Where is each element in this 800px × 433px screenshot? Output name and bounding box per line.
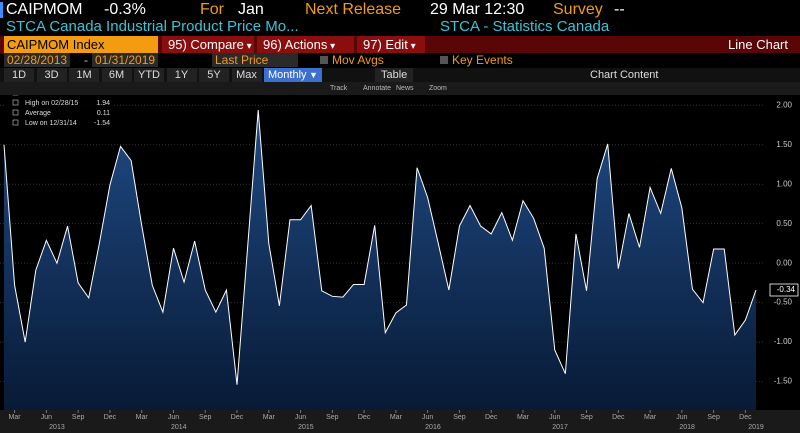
range-button[interactable]: 1M <box>69 68 99 82</box>
tool-bar <box>0 82 800 95</box>
for-label: For <box>200 1 224 18</box>
start-date[interactable]: 02/28/2013 <box>4 53 71 67</box>
change: -0.3% <box>104 1 146 18</box>
cursor <box>0 2 3 18</box>
year-label: 2019 <box>748 424 764 431</box>
range-button[interactable]: 1Y <box>166 68 197 82</box>
x-tick-label: Dec <box>739 414 752 421</box>
y-tick-label: 1.50 <box>776 140 792 149</box>
x-tick-label: Jun <box>549 414 560 421</box>
x-tick-label: Jun <box>168 414 179 421</box>
compare-button[interactable]: 95) Compare <box>162 36 254 53</box>
range-button[interactable]: 6M <box>101 68 132 82</box>
x-tick-label: Jun <box>41 414 52 421</box>
x-tick-label: Mar <box>136 414 149 421</box>
x-tick-label: Sep <box>199 414 212 421</box>
release-date: 29 Mar 12:30 <box>430 1 525 18</box>
y-tick-label: -0.50 <box>774 298 793 307</box>
stats-label: High on 02/28/15 <box>25 100 78 107</box>
y-tick-label: 0.50 <box>776 219 792 228</box>
range-button[interactable]: YTD <box>134 68 164 82</box>
stats-label: Low on 12/31/14 <box>25 120 77 127</box>
stats-icon <box>12 119 19 126</box>
source: STCA - Statistics Canada <box>440 18 610 35</box>
view-label: Line Chart <box>728 37 788 52</box>
year-label: 2017 <box>552 424 568 431</box>
area <box>4 110 756 410</box>
range-button[interactable]: 1D <box>4 68 34 82</box>
survey-value: -- <box>614 1 625 18</box>
x-tick-label: Mar <box>390 414 403 421</box>
x-tick-label: Dec <box>485 414 498 421</box>
x-tick-label: Mar <box>517 414 530 421</box>
description: STCA Canada Industrial Product Price Mo.… <box>6 18 299 35</box>
y-tick-label: 2.00 <box>776 100 792 109</box>
tool-button[interactable]: Annotate <box>363 85 392 92</box>
x-tick-label: Sep <box>453 414 466 421</box>
stats-value: 0.11 <box>97 110 110 117</box>
table-button[interactable]: Table <box>375 68 414 82</box>
x-tick-label: Mar <box>644 414 657 421</box>
x-tick-label: Sep <box>707 414 720 421</box>
x-tick-label: Mar <box>9 414 22 421</box>
y-tick-label: -1.00 <box>774 337 793 346</box>
line <box>3 109 757 385</box>
year-label: 2018 <box>679 424 695 431</box>
x-tick-label: Dec <box>231 414 244 421</box>
x-tick-label: Jun <box>295 414 306 421</box>
y-tick-label: 1.00 <box>776 179 792 188</box>
stats-icon <box>12 99 19 106</box>
chart-content[interactable]: Chart Content <box>590 69 659 81</box>
key-events[interactable]: Key Events <box>438 53 513 67</box>
mov-avgs[interactable]: Mov Avgs <box>318 53 384 67</box>
end-date[interactable]: 01/31/2019 <box>92 53 159 67</box>
x-tick-label: Jun <box>676 414 687 421</box>
year-label: 2014 <box>171 424 187 431</box>
tool-button[interactable]: Zoom <box>429 85 447 92</box>
tool-button[interactable]: Track <box>330 85 348 92</box>
x-tick-label: Dec <box>104 414 117 421</box>
release-label: Next Release <box>305 1 402 18</box>
y-tick-label: 0.00 <box>776 258 792 267</box>
range-button[interactable]: 5Y <box>199 68 229 82</box>
ticker: CAIPMOM <box>6 1 83 18</box>
x-tick-label: Dec <box>612 414 625 421</box>
tool-button[interactable]: News <box>396 85 414 92</box>
x-tick-label: Sep <box>72 414 85 421</box>
year-label: 2013 <box>49 424 65 431</box>
stats-value: -1.54 <box>94 120 110 127</box>
survey-label: Survey <box>553 1 603 18</box>
year-label: 2015 <box>298 424 314 431</box>
edit-button[interactable]: 97) Edit <box>357 36 425 53</box>
date-dash: - <box>84 53 88 67</box>
x-tick-label: Mar <box>263 414 276 421</box>
y-tick-label: -1.50 <box>774 377 793 386</box>
stats-icon <box>12 109 19 116</box>
frequency[interactable]: Monthly <box>264 68 322 82</box>
x-tick-label: Sep <box>580 414 593 421</box>
range-button[interactable]: 3D <box>36 68 67 82</box>
x-axis-area <box>0 410 800 433</box>
security[interactable]: CAIPMOM Index <box>4 36 158 53</box>
actions-button[interactable]: 96) Actions <box>257 36 354 53</box>
x-tick-label: Sep <box>326 414 339 421</box>
stats-value: 1.94 <box>96 100 110 107</box>
field-select[interactable]: Last Price <box>212 53 298 67</box>
last-price-label: -0.34 <box>777 285 796 294</box>
range-button[interactable]: Max <box>231 68 262 82</box>
year-label: 2016 <box>425 424 441 431</box>
stats-label: Average <box>25 110 51 117</box>
last-price-tag <box>769 283 799 297</box>
x-tick-label: Dec <box>358 414 371 421</box>
x-tick-label: Jun <box>422 414 433 421</box>
period: Jan <box>238 1 264 18</box>
